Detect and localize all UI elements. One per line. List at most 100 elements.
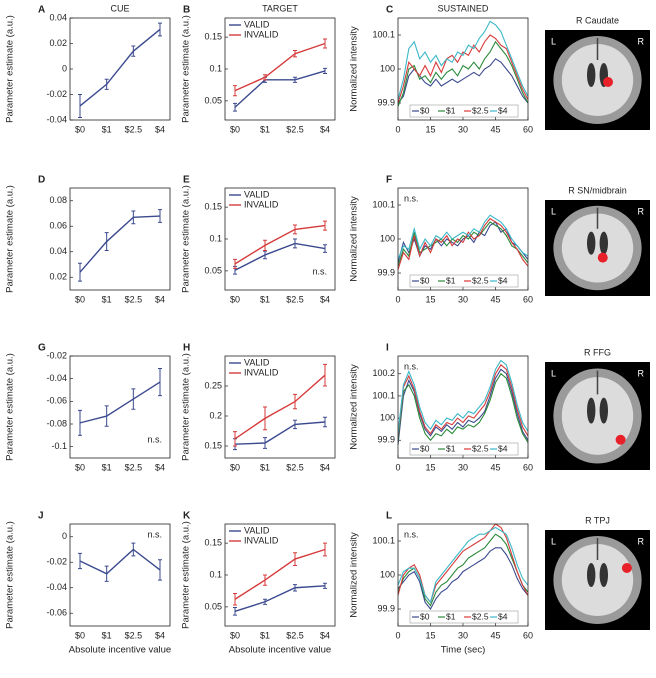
- y-tick-label: -0.06: [46, 396, 67, 406]
- panel-letter: A: [38, 5, 45, 16]
- image-left-label: L: [551, 36, 556, 46]
- x-tick-label: $2.5: [286, 630, 304, 640]
- error-bar: [293, 584, 297, 592]
- y-tick-label: 100.1: [372, 199, 395, 209]
- x-tick-label: $0: [230, 462, 240, 472]
- panel-chart: $0 $1 $2.5 $4 0.02 0.04 0.06 0.08 D Parameter est…: [5, 175, 171, 304]
- x-tick-label: $1: [260, 630, 270, 640]
- series-line: [79, 381, 161, 424]
- image-right-label: R: [638, 536, 645, 546]
- y-tick-label: 0.06: [49, 221, 67, 231]
- plot-frame: [69, 17, 171, 121]
- plot-frame: [69, 187, 171, 291]
- error-bar: [293, 419, 297, 430]
- legend-label: $1: [446, 105, 456, 115]
- error-bar: [158, 367, 162, 397]
- y-tick-label: 0.04: [49, 246, 67, 256]
- plot-frame: [224, 523, 336, 627]
- y-tick-label: 0.1: [209, 233, 222, 243]
- y-tick-label: 0.02: [49, 38, 67, 48]
- image-right-label: R: [638, 36, 645, 46]
- legend-label: INVALID: [244, 367, 279, 377]
- roi-dot: [597, 252, 608, 263]
- legend-label: $0: [420, 611, 430, 621]
- error-bar: [233, 431, 237, 447]
- image-title: R Caudate: [576, 15, 619, 25]
- error-bar: [78, 94, 82, 118]
- legend-label: INVALID: [244, 535, 279, 545]
- y-axis-label: Parameter estimate (a.u.): [181, 521, 192, 629]
- panel-letter: I: [386, 343, 389, 354]
- panel-letter: E: [183, 175, 190, 186]
- image-title: R TPJ: [585, 515, 610, 525]
- legend-label: $2.5: [472, 611, 489, 621]
- error-bar: [323, 67, 327, 74]
- legend-label: $0: [420, 443, 430, 453]
- series-line: [234, 374, 326, 440]
- x-tick-label: 30: [458, 630, 468, 640]
- x-tick-label: $0: [230, 124, 240, 134]
- error-bar: [233, 85, 237, 97]
- image-left-label: L: [551, 536, 556, 546]
- x-tick-label: $4: [155, 462, 165, 472]
- error-bar: [293, 238, 297, 249]
- brain-ventricle-l: [587, 397, 596, 424]
- y-tick-label: 100.1: [372, 535, 395, 545]
- y-tick-label: 0.1: [209, 63, 222, 73]
- brain-image: R SN/midbrain L R: [545, 185, 650, 296]
- y-axis-label: Parameter estimate (a.u.): [181, 15, 192, 123]
- roi-dot: [615, 434, 626, 445]
- legend-label: INVALID: [244, 29, 279, 39]
- series-line: [398, 217, 528, 270]
- annotation: n.s.: [404, 361, 419, 371]
- panel-chart: $0 $1 $2.5 $4 -0.04 -0.02 0 0.02 0.04 A CUE Paramet…: [5, 3, 171, 134]
- panel-letter: L: [386, 511, 392, 522]
- x-tick-label: 0: [395, 462, 400, 472]
- x-tick-label: 60: [523, 124, 533, 134]
- panel-letter: K: [183, 511, 191, 522]
- x-tick-label: 60: [523, 462, 533, 472]
- image-left-label: L: [551, 368, 556, 378]
- error-bar: [323, 220, 327, 231]
- y-tick-label: -0.02: [46, 557, 67, 567]
- x-tick-label: 45: [490, 124, 500, 134]
- legend-label: $1: [446, 611, 456, 621]
- x-tick-label: $0: [75, 630, 85, 640]
- series-line: [234, 548, 326, 600]
- legend-label: $4: [498, 443, 508, 453]
- error-bar: [323, 416, 327, 428]
- x-tick-label: 60: [523, 630, 533, 640]
- y-tick-label: 99.9: [377, 97, 395, 107]
- error-bar: [131, 45, 136, 57]
- error-bar: [131, 388, 136, 410]
- legend-label: $2.5: [472, 443, 489, 453]
- y-tick-label: 0.2: [209, 410, 222, 420]
- error-bar: [233, 102, 237, 112]
- y-axis-label: Parameter estimate (a.u.): [5, 521, 16, 629]
- x-tick-label: $2.5: [286, 294, 304, 304]
- plot-frame: [224, 187, 336, 291]
- brain-white: [561, 377, 634, 455]
- x-tick-label: 45: [490, 462, 500, 472]
- error-bar: [131, 542, 136, 557]
- x-tick-label: 30: [458, 294, 468, 304]
- x-tick-label: $4: [320, 462, 330, 472]
- legend-label: VALID: [244, 525, 270, 535]
- x-tick-label: $2.5: [125, 630, 143, 640]
- error-bar: [323, 363, 327, 387]
- legend-label: VALID: [244, 19, 270, 29]
- error-bar: [233, 592, 237, 606]
- error-bar: [104, 565, 109, 582]
- x-tick-label: $1: [102, 462, 112, 472]
- y-tick-label: 0.15: [204, 32, 222, 42]
- x-tick-label: $4: [320, 124, 330, 134]
- brain-white: [561, 544, 634, 616]
- x-axis-label: Absolute incentive value: [69, 645, 171, 656]
- plot-frame: [69, 355, 171, 459]
- legend-label: $4: [498, 105, 508, 115]
- series-line: [398, 526, 528, 604]
- plot-frame: [224, 17, 336, 121]
- panel-chart: 0 15 30 45 60 99.9 100 100.1 $0 $1 $2.5 $4 L Normaliz…: [349, 511, 533, 656]
- legend-label: VALID: [244, 189, 270, 199]
